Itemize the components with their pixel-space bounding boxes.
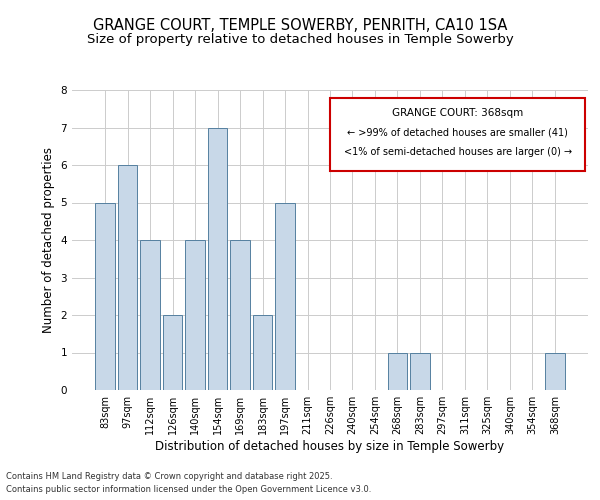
- Bar: [545, 352, 565, 390]
- Bar: [230, 240, 250, 390]
- Text: <1% of semi-detached houses are larger (0) →: <1% of semi-detached houses are larger (…: [344, 147, 572, 157]
- Text: ← >99% of detached houses are smaller (41): ← >99% of detached houses are smaller (4…: [347, 128, 568, 138]
- Text: Contains public sector information licensed under the Open Government Licence v3: Contains public sector information licen…: [6, 485, 371, 494]
- Bar: [253, 315, 272, 390]
- Bar: [140, 240, 160, 390]
- Bar: [118, 165, 137, 390]
- Bar: [185, 240, 205, 390]
- X-axis label: Distribution of detached houses by size in Temple Sowerby: Distribution of detached houses by size …: [155, 440, 505, 453]
- Bar: [95, 202, 115, 390]
- Bar: [388, 352, 407, 390]
- Bar: [163, 315, 182, 390]
- Bar: [410, 352, 430, 390]
- Text: GRANGE COURT, TEMPLE SOWERBY, PENRITH, CA10 1SA: GRANGE COURT, TEMPLE SOWERBY, PENRITH, C…: [93, 18, 507, 32]
- Bar: [208, 128, 227, 390]
- Text: GRANGE COURT: 368sqm: GRANGE COURT: 368sqm: [392, 108, 523, 118]
- Bar: [275, 202, 295, 390]
- Bar: [330, 98, 586, 171]
- Y-axis label: Number of detached properties: Number of detached properties: [42, 147, 55, 333]
- Text: Size of property relative to detached houses in Temple Sowerby: Size of property relative to detached ho…: [86, 32, 514, 46]
- Text: Contains HM Land Registry data © Crown copyright and database right 2025.: Contains HM Land Registry data © Crown c…: [6, 472, 332, 481]
